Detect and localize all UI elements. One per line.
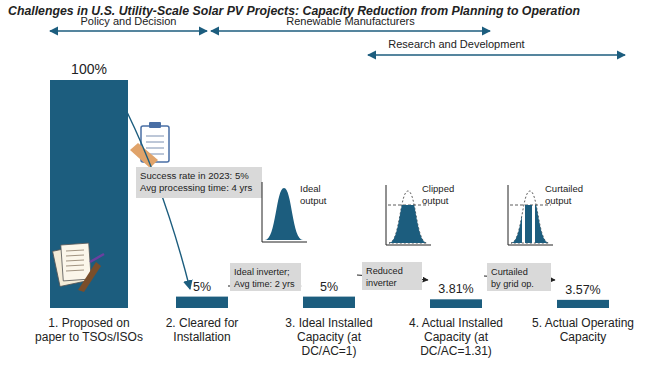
paper-line xyxy=(66,270,84,271)
category-line: 2. Cleared for xyxy=(166,316,239,330)
page: {"chart_data": { "type": "bar", "title":… xyxy=(0,0,650,366)
output-icon xyxy=(508,185,553,245)
category-label: 4. Actual InstalledCapacity (atDC/AC=1.3… xyxy=(409,316,503,358)
icon-label: output xyxy=(300,195,327,206)
phase-arrow xyxy=(368,54,625,55)
category-label: 2. Cleared forInstallation xyxy=(166,316,239,344)
data-label: 3.57% xyxy=(565,283,600,297)
data-label: 5% xyxy=(193,280,211,294)
note-text: Ideal inverter; xyxy=(234,267,290,277)
data-label: 5% xyxy=(320,280,338,294)
note-text: Avg processing time: 4 yrs xyxy=(140,182,253,193)
note-box xyxy=(362,262,422,290)
paper-icon xyxy=(53,243,104,292)
note-text: Avg time: 2 yrs xyxy=(234,279,295,289)
icon-axis xyxy=(262,242,307,243)
category-line: 5. Actual Operating xyxy=(532,316,634,330)
note-box xyxy=(230,263,301,291)
flow-arrow xyxy=(127,112,190,289)
bar xyxy=(557,300,609,308)
bar xyxy=(50,80,128,308)
category-line: Capacity (at xyxy=(297,330,362,344)
icon-label: Clipped xyxy=(422,183,454,194)
icon-axis xyxy=(508,245,553,246)
icon-axis xyxy=(262,182,263,242)
category-label: 3. Ideal InstalledCapacity (atDC/AC=1) xyxy=(285,316,372,358)
hand xyxy=(78,262,101,292)
icon-axis xyxy=(386,245,431,246)
category-label: 1. Proposed onpaper to TSOs/ISOs xyxy=(35,316,143,344)
output-shape xyxy=(265,188,303,240)
category-line: Capacity (at xyxy=(424,330,489,344)
phase-label: Research and Development xyxy=(388,38,524,50)
output-shape xyxy=(389,205,427,243)
clipboard-line xyxy=(146,136,164,137)
icon-axis xyxy=(386,185,387,245)
category-line: DC/AC=1) xyxy=(301,344,356,358)
output-shape xyxy=(511,191,549,243)
note-text: by grid op. xyxy=(491,279,534,289)
bar xyxy=(176,297,228,308)
category-line: DC/AC=1.31) xyxy=(420,344,492,358)
clip xyxy=(149,122,161,128)
note-text: Reduced xyxy=(366,266,403,276)
paper-line xyxy=(66,255,84,256)
category-line: 3. Ideal Installed xyxy=(285,316,372,330)
data-label: 3.81% xyxy=(438,282,473,296)
icon-label: Ideal xyxy=(300,183,321,194)
note-box xyxy=(487,263,551,291)
paper xyxy=(61,243,91,281)
chart: Challenges in U.S. Utility-Scale Solar P… xyxy=(0,0,650,366)
category-line: Installation xyxy=(173,330,230,344)
paper-line xyxy=(66,260,84,261)
icon-axis xyxy=(508,185,509,245)
paper-line xyxy=(66,250,84,251)
hand xyxy=(130,143,158,168)
icon-label: output xyxy=(422,195,449,206)
phase-arrow xyxy=(211,30,490,31)
note-text: inverter xyxy=(366,278,397,288)
category-line: paper to TSOs/ISOs xyxy=(35,330,143,344)
icon-label: Curtailed xyxy=(545,183,583,194)
bar xyxy=(430,299,482,308)
icon-label: output xyxy=(545,195,572,206)
phase-label: Policy and Decision xyxy=(81,15,177,27)
phase-arrow xyxy=(50,30,207,31)
pen xyxy=(90,254,104,262)
phase-label: Renewable Manufacturers xyxy=(286,15,415,27)
data-label: 100% xyxy=(71,61,107,77)
output-icon xyxy=(386,185,431,245)
paper-line xyxy=(66,265,84,266)
category-line: 4. Actual Installed xyxy=(409,316,503,330)
bar xyxy=(303,297,355,308)
category-line: Capacity xyxy=(560,330,607,344)
category-line: 1. Proposed on xyxy=(48,316,129,330)
clipboard-line xyxy=(146,148,164,149)
note-text: Curtailed xyxy=(491,267,528,277)
bars xyxy=(50,80,609,308)
note-text: Success rate in 2023: 5% xyxy=(140,170,249,181)
note-box xyxy=(136,167,262,198)
ideal-outline xyxy=(511,191,549,243)
category-label: 5. Actual OperatingCapacity xyxy=(532,316,634,344)
clipboard-line xyxy=(146,142,164,143)
